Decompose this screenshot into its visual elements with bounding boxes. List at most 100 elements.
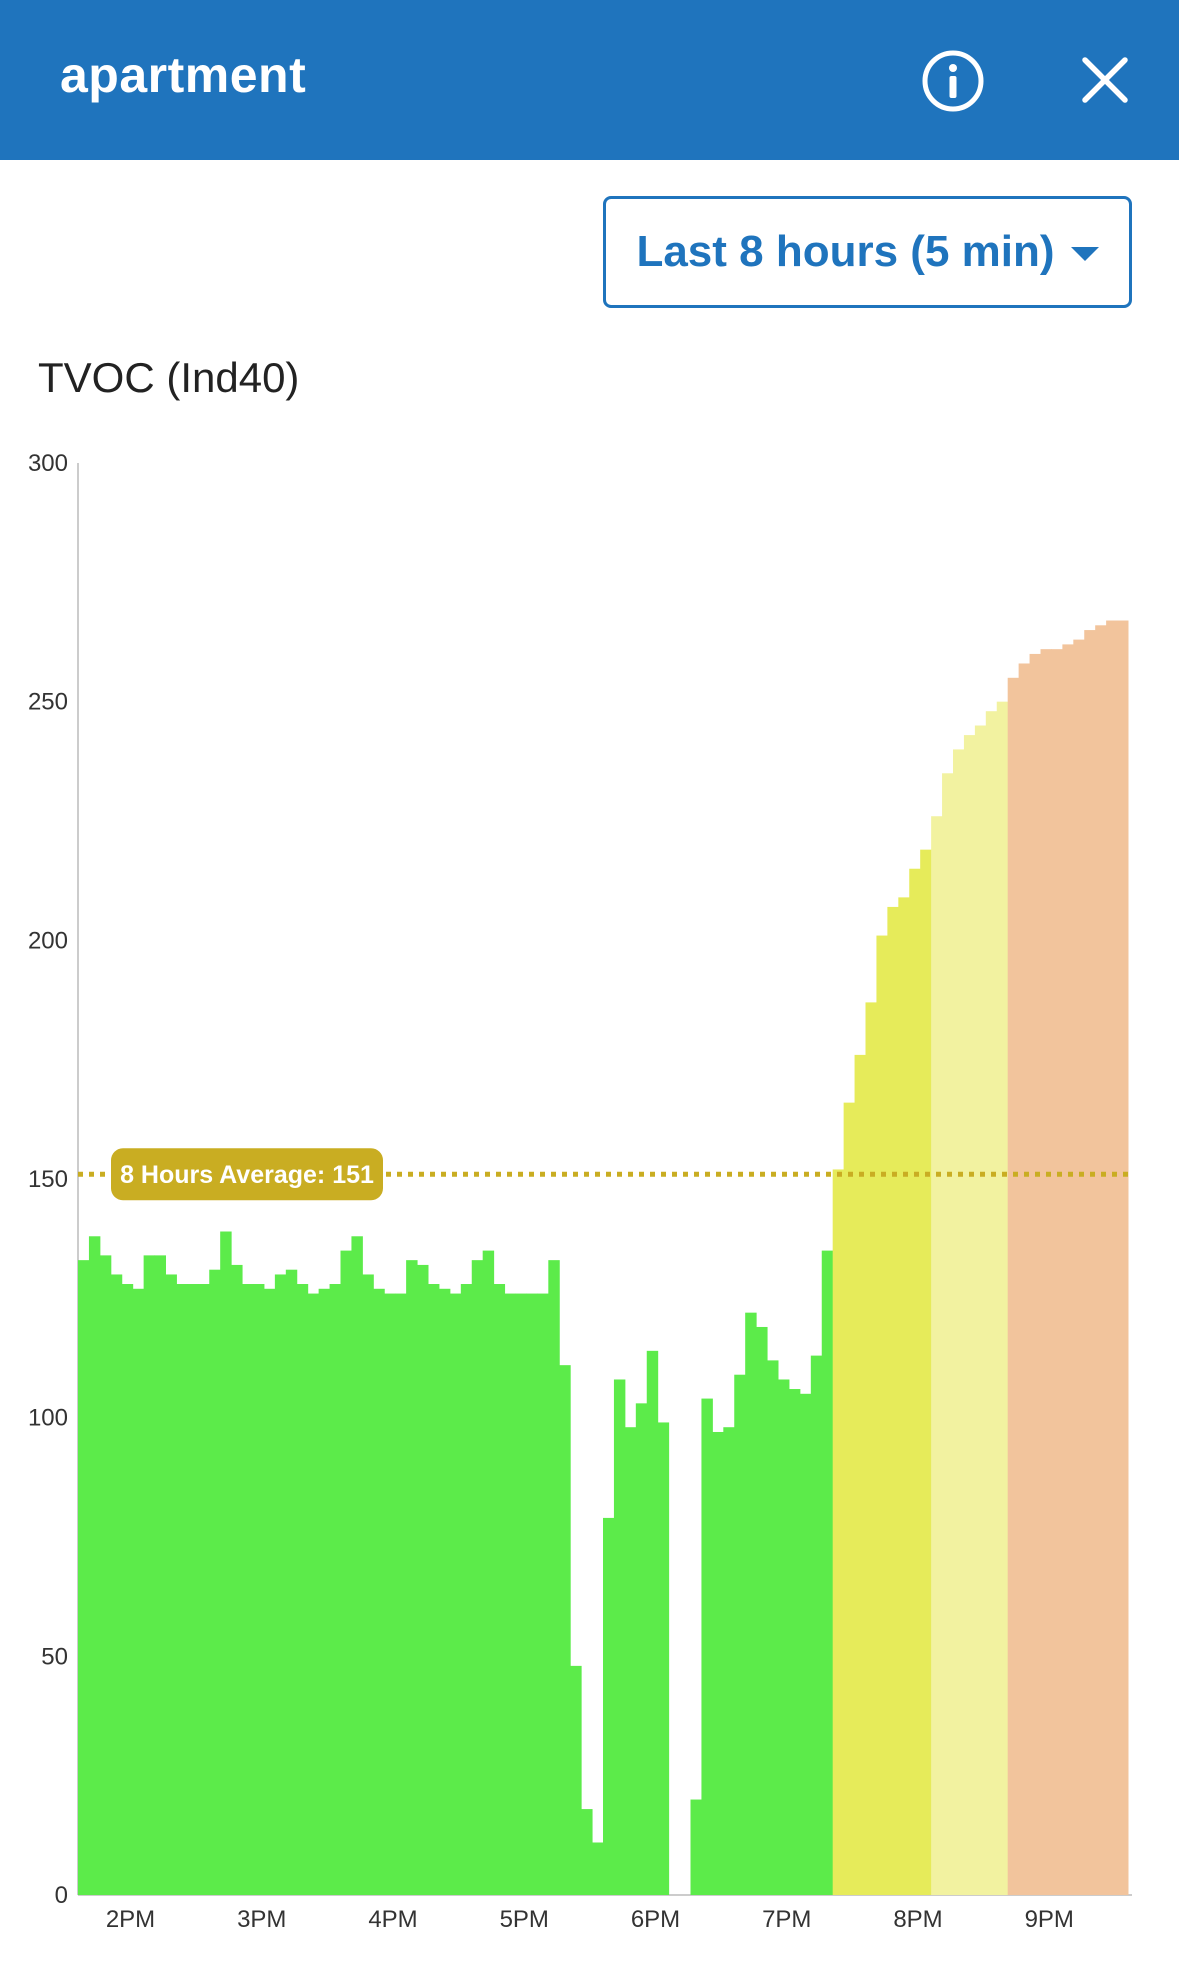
bar[interactable] bbox=[592, 1842, 604, 1895]
bar[interactable] bbox=[810, 1355, 823, 1895]
bar[interactable] bbox=[449, 1293, 462, 1895]
bar[interactable] bbox=[548, 1260, 560, 1895]
bar[interactable] bbox=[953, 749, 965, 1895]
bar[interactable] bbox=[778, 1379, 790, 1895]
bar[interactable] bbox=[603, 1517, 615, 1895]
bar[interactable] bbox=[438, 1288, 451, 1895]
bar[interactable] bbox=[143, 1255, 156, 1895]
close-icon[interactable] bbox=[1075, 50, 1135, 110]
page-title: apartment bbox=[60, 47, 307, 103]
bar[interactable] bbox=[1051, 649, 1063, 1895]
bar[interactable] bbox=[876, 935, 888, 1895]
bar[interactable] bbox=[99, 1255, 112, 1895]
time-range-dropdown[interactable]: Last 8 hours (5 min) bbox=[603, 196, 1132, 308]
bar[interactable] bbox=[165, 1274, 177, 1895]
bar[interactable] bbox=[1040, 649, 1052, 1895]
bar[interactable] bbox=[799, 1393, 812, 1895]
bar[interactable] bbox=[996, 701, 1009, 1895]
bar[interactable] bbox=[88, 1236, 101, 1895]
bar[interactable] bbox=[701, 1398, 713, 1895]
bar[interactable] bbox=[767, 1360, 779, 1895]
bar[interactable] bbox=[384, 1293, 396, 1895]
info-icon[interactable] bbox=[918, 46, 988, 116]
bar[interactable] bbox=[712, 1431, 724, 1895]
bar[interactable] bbox=[963, 735, 976, 1895]
bar[interactable] bbox=[832, 1169, 845, 1895]
bar[interactable] bbox=[329, 1284, 341, 1895]
bar[interactable] bbox=[854, 1054, 866, 1895]
bar[interactable] bbox=[176, 1284, 188, 1895]
bar[interactable] bbox=[1062, 644, 1074, 1895]
bar[interactable] bbox=[209, 1269, 221, 1895]
bar[interactable] bbox=[515, 1293, 527, 1895]
bar[interactable] bbox=[581, 1809, 593, 1895]
bar[interactable] bbox=[274, 1274, 287, 1895]
bar[interactable] bbox=[307, 1293, 320, 1895]
bar[interactable] bbox=[646, 1350, 659, 1895]
bar[interactable] bbox=[351, 1236, 363, 1895]
bar[interactable] bbox=[504, 1293, 516, 1895]
bar[interactable] bbox=[756, 1326, 768, 1895]
bar[interactable] bbox=[253, 1284, 265, 1895]
bar[interactable] bbox=[362, 1274, 374, 1895]
bar[interactable] bbox=[898, 897, 910, 1895]
bar[interactable] bbox=[187, 1284, 199, 1895]
bar[interactable] bbox=[220, 1231, 232, 1895]
bar[interactable] bbox=[242, 1284, 254, 1895]
bar[interactable] bbox=[296, 1284, 309, 1895]
bar[interactable] bbox=[613, 1379, 626, 1895]
bar[interactable] bbox=[624, 1427, 637, 1895]
bar[interactable] bbox=[406, 1260, 418, 1895]
bar[interactable] bbox=[373, 1288, 385, 1895]
bar[interactable] bbox=[635, 1403, 648, 1895]
bar[interactable] bbox=[559, 1365, 571, 1895]
bar[interactable] bbox=[482, 1250, 495, 1895]
bar[interactable] bbox=[417, 1264, 429, 1895]
bar[interactable] bbox=[1018, 663, 1031, 1895]
bar[interactable] bbox=[570, 1665, 582, 1895]
bar[interactable] bbox=[1095, 625, 1107, 1895]
bar[interactable] bbox=[493, 1284, 506, 1895]
bar[interactable] bbox=[1117, 620, 1129, 1895]
bar[interactable] bbox=[909, 868, 921, 1895]
bar[interactable] bbox=[110, 1274, 123, 1895]
bar[interactable] bbox=[154, 1255, 166, 1895]
bar[interactable] bbox=[121, 1284, 134, 1895]
bar[interactable] bbox=[865, 1002, 877, 1895]
bar[interactable] bbox=[843, 1102, 856, 1895]
bar[interactable] bbox=[340, 1250, 352, 1895]
bar[interactable] bbox=[231, 1264, 243, 1895]
bar[interactable] bbox=[318, 1288, 331, 1895]
bar[interactable] bbox=[1084, 630, 1096, 1895]
bar[interactable] bbox=[263, 1288, 276, 1895]
bar[interactable] bbox=[657, 1422, 670, 1895]
y-tick-label: 300 bbox=[28, 450, 68, 477]
bar[interactable] bbox=[1106, 620, 1118, 1895]
bar[interactable] bbox=[395, 1293, 407, 1895]
bar[interactable] bbox=[1073, 639, 1085, 1896]
bar[interactable] bbox=[931, 816, 943, 1895]
bar[interactable] bbox=[745, 1312, 757, 1895]
bar[interactable] bbox=[723, 1427, 735, 1895]
bar[interactable] bbox=[460, 1284, 473, 1895]
bar[interactable] bbox=[132, 1288, 145, 1895]
bar[interactable] bbox=[471, 1260, 484, 1895]
bar[interactable] bbox=[1029, 653, 1041, 1895]
bar[interactable] bbox=[1007, 677, 1020, 1895]
bar[interactable] bbox=[78, 1260, 90, 1895]
y-tick-label: 200 bbox=[28, 927, 68, 954]
bar[interactable] bbox=[887, 906, 899, 1895]
bar[interactable] bbox=[974, 725, 987, 1895]
bar[interactable] bbox=[942, 773, 954, 1896]
bar[interactable] bbox=[920, 849, 932, 1895]
bar[interactable] bbox=[788, 1389, 801, 1895]
bar[interactable] bbox=[526, 1293, 538, 1895]
bar[interactable] bbox=[285, 1269, 298, 1895]
bar[interactable] bbox=[198, 1284, 210, 1895]
bar[interactable] bbox=[985, 711, 998, 1895]
bar[interactable] bbox=[821, 1250, 834, 1895]
bar[interactable] bbox=[537, 1293, 549, 1895]
bar[interactable] bbox=[734, 1374, 746, 1895]
bar[interactable] bbox=[428, 1284, 440, 1895]
bar[interactable] bbox=[690, 1799, 702, 1895]
